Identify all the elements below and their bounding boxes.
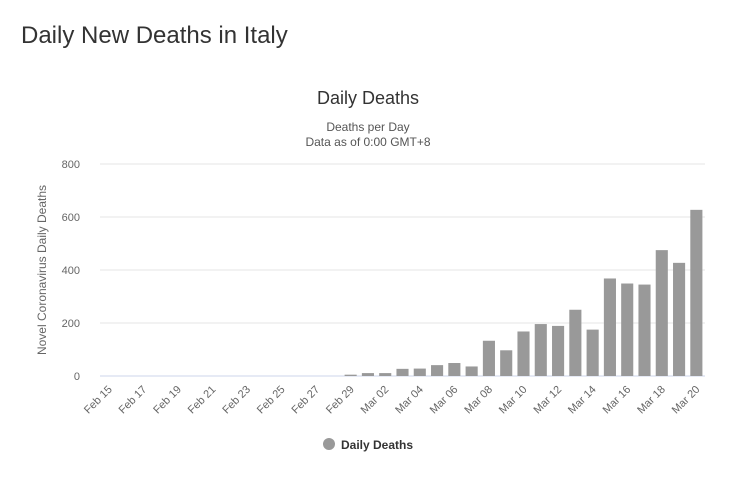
bar	[396, 368, 409, 376]
bar	[621, 283, 634, 376]
x-tick-label: Mar 04	[393, 384, 426, 417]
x-tick-label: Mar 18	[635, 384, 668, 417]
bar	[413, 368, 426, 376]
bar	[569, 309, 582, 376]
x-tick-label: Mar 08	[462, 384, 495, 417]
bar	[655, 250, 668, 376]
bar	[638, 284, 651, 376]
x-tick-label: Mar 02	[359, 384, 392, 417]
y-tick-label: 0	[74, 371, 80, 383]
legend-item-daily-deaths[interactable]: Daily Deaths	[341, 438, 413, 452]
x-tick-label: Mar 20	[670, 384, 703, 417]
bar	[431, 365, 444, 376]
x-tick-label: Mar 14	[566, 384, 599, 417]
bar	[517, 331, 530, 376]
bar	[586, 329, 599, 376]
x-tick-label: Feb 15	[82, 384, 115, 417]
x-tick-label: Mar 12	[531, 384, 564, 417]
bar	[603, 278, 616, 376]
chart-title: Daily Deaths	[317, 88, 419, 108]
x-tick-label: Feb 25	[255, 384, 288, 417]
bar	[448, 363, 461, 376]
x-tick-label: Feb 23	[220, 384, 253, 417]
x-tick-label: Feb 21	[186, 384, 219, 417]
x-tick-label: Feb 19	[151, 384, 184, 417]
y-tick-label: 400	[62, 265, 80, 277]
y-tick-label: 800	[62, 159, 80, 171]
bar	[534, 324, 547, 376]
bar	[379, 373, 392, 376]
bar	[690, 209, 703, 376]
y-tick-label: 600	[62, 212, 80, 224]
y-tick-label: 200	[62, 318, 80, 330]
page-title: Daily New Deaths in Italy	[21, 22, 288, 49]
x-tick-label: Mar 06	[428, 384, 461, 417]
bar	[344, 374, 357, 376]
bar	[500, 350, 513, 376]
legend-marker-icon	[323, 438, 335, 450]
chart-subtitle: Data as of 0:00 GMT+8	[305, 135, 430, 149]
bar	[482, 340, 495, 376]
x-tick-label: Feb 17	[117, 384, 150, 417]
bar	[465, 366, 478, 376]
y-axis-label: Novel Coronavirus Daily Deaths	[35, 185, 49, 355]
x-tick-label: Mar 16	[601, 384, 634, 417]
x-tick-label: Feb 29	[324, 384, 357, 417]
bar	[673, 262, 686, 376]
x-tick-label: Mar 10	[497, 384, 530, 417]
x-tick-label: Feb 27	[289, 384, 322, 417]
bar	[361, 373, 374, 376]
bar	[552, 325, 565, 376]
chart-subtitle: Deaths per Day	[326, 120, 409, 134]
